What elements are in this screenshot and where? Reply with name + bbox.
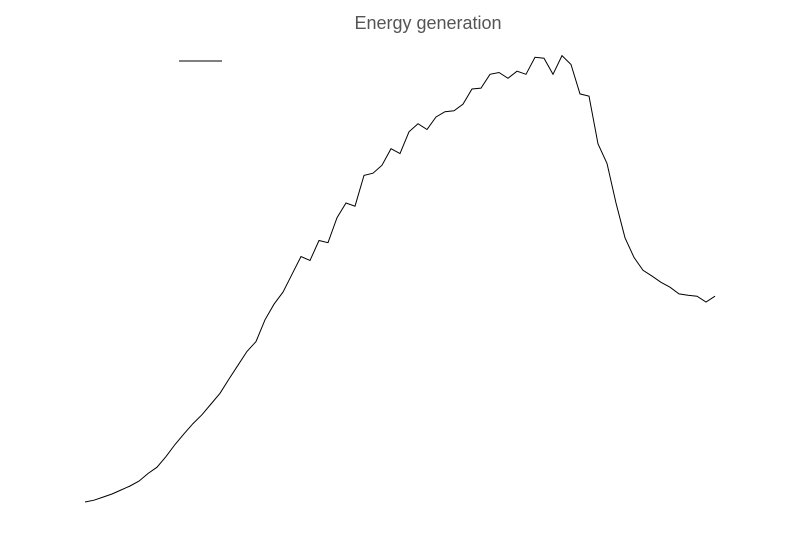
line-series	[84, 54, 716, 503]
chart-title: Energy generation	[354, 13, 501, 33]
